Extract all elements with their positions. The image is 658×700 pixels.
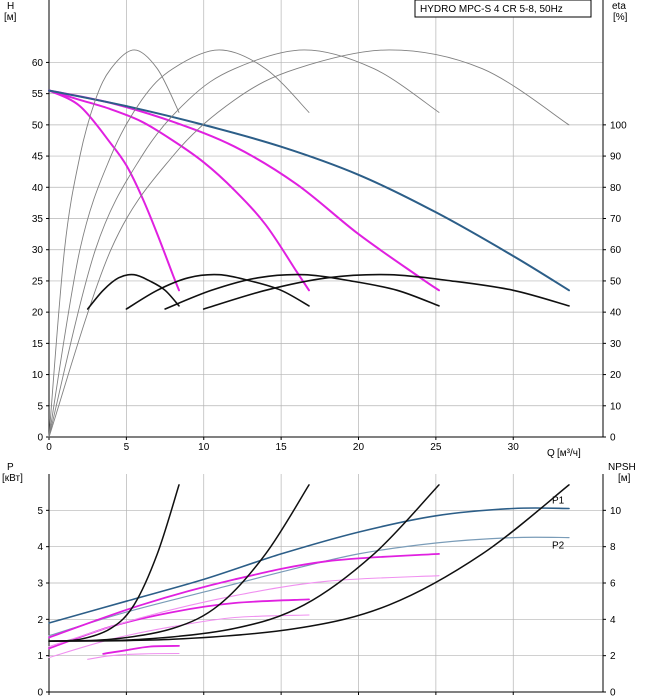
x-tick-label: 5 (124, 442, 130, 453)
y-tick-label: 4 (37, 542, 43, 553)
series-h-4-pumps (48, 89, 570, 292)
y2-tick-label: 2 (610, 651, 616, 662)
y-tick-label: 5 (37, 401, 43, 412)
y2-tick-label: 60 (610, 245, 622, 256)
y2-tick-label: 80 (610, 183, 622, 194)
y-tick-label: 45 (32, 152, 44, 163)
x-axis-unit-q: [м³/ч] (557, 448, 581, 459)
chart-title: HYDRO MPC-S 4 CR 5-8, 50Hz (420, 4, 563, 15)
power-npsh-panel: 0 1 2 3 4 5 0 2 4 6 8 10 P1 P2 (37, 474, 622, 699)
series-npsh-1-pump (86, 273, 180, 310)
y-tick-label: 50 (32, 120, 44, 131)
y-tick-label: 3 (37, 579, 43, 590)
y2-tick-label: 6 (610, 579, 616, 590)
y2-tick-label: 10 (610, 506, 622, 517)
y2-tick-label: 100 (610, 120, 627, 131)
series-group (48, 49, 570, 438)
y-axis-unit-p: [кВт] (2, 473, 23, 484)
series-h-2-pumps (48, 89, 310, 292)
series-p2 (48, 536, 570, 637)
series-npshr-4-pumps (48, 484, 570, 642)
series-label-p1: P1 (552, 496, 565, 507)
series-npshr-2-pumps (48, 484, 310, 642)
series-npsh-3-pumps (164, 273, 440, 310)
y-tick-label: 5 (37, 506, 43, 517)
series-eta-3-pumps (48, 49, 440, 438)
title-box (414, 0, 592, 18)
series-p1-1-pump (102, 645, 180, 655)
x-tick-label: 15 (276, 442, 288, 453)
y2-tick-label: 20 (610, 370, 622, 381)
x-tick-label: 0 (46, 442, 52, 453)
series-p2-3-pumps (48, 575, 440, 648)
y-tick-label: 35 (32, 214, 44, 225)
x-tick-label: 25 (430, 442, 442, 453)
series-h-1-pump (48, 89, 180, 292)
y-axis-label-p: P (7, 462, 14, 473)
y-tick-label: 25 (32, 276, 44, 287)
series-npshr-1-pump (48, 484, 180, 642)
y2-tick-label: 50 (610, 276, 622, 287)
grid (49, 0, 603, 437)
y-axis-unit-h: [м] (4, 12, 17, 23)
y2-axis-unit-eta: [%] (613, 12, 628, 23)
y-tick-label: 1 (37, 651, 43, 662)
y2-tick-label: 0 (610, 433, 616, 444)
y2-axis-label-eta: eta (612, 1, 626, 12)
y-tick-label: 0 (37, 433, 43, 444)
series-eta-2-pumps (48, 49, 310, 438)
x-tick-label: 10 (198, 442, 210, 453)
series-label-p2: P2 (552, 541, 565, 552)
series-p1 (48, 507, 570, 624)
y-tick-label: 15 (32, 339, 44, 350)
series-npsh-2-pumps (125, 273, 310, 310)
series-group: P1 P2 (48, 484, 570, 660)
y-tick-label: 30 (32, 245, 44, 256)
series-eta-1-pump (48, 49, 180, 438)
y-axis-label-h: H (7, 1, 14, 12)
y2-tick-label: 90 (610, 152, 622, 163)
y-tick-label: 40 (32, 183, 44, 194)
y-tick-label: 2 (37, 615, 43, 626)
y-tick-label: 20 (32, 308, 44, 319)
x-axis-label-q: Q (547, 448, 555, 459)
y-tick-label: 0 (37, 688, 43, 699)
head-efficiency-panel: 0510152025303540455055600102030405060708… (32, 0, 627, 453)
y2-tick-label: 0 (610, 688, 616, 699)
y-tick-label: 60 (32, 58, 44, 69)
grid (49, 474, 603, 692)
y2-tick-label: 10 (610, 401, 622, 412)
y2-tick-label: 4 (610, 615, 616, 626)
series-npsh-4-pumps (202, 273, 570, 310)
series-p2-2-pumps (48, 614, 310, 659)
y2-tick-label: 40 (610, 308, 622, 319)
series-h-3-pumps (48, 89, 440, 292)
series-eta-4-pumps (48, 49, 570, 438)
y2-axis-label-npsh: NPSH (608, 462, 636, 473)
y-tick-label: 55 (32, 89, 44, 100)
x-tick-label: 30 (508, 442, 520, 453)
y2-tick-label: 30 (610, 339, 622, 350)
y2-tick-label: 8 (610, 542, 616, 553)
x-tick-label: 20 (353, 442, 365, 453)
y2-axis-unit-npsh: [м] (618, 473, 631, 484)
y2-tick-label: 70 (610, 214, 622, 225)
series-p2-1-pump (87, 652, 180, 660)
y-tick-label: 10 (32, 370, 44, 381)
